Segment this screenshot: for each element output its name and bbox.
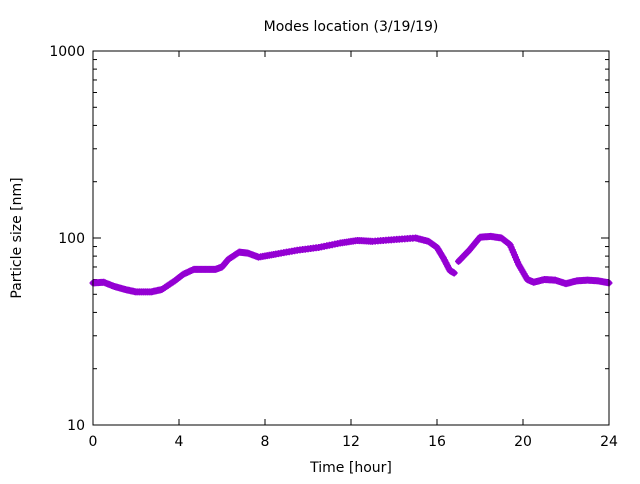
data-series xyxy=(89,232,613,296)
x-axis-label: Time [hour] xyxy=(309,460,392,476)
x-tick-label: 12 xyxy=(342,434,360,450)
series-line xyxy=(90,235,458,295)
data-point xyxy=(450,269,458,277)
y-tick-label: 10 xyxy=(67,418,85,434)
x-tick-label: 4 xyxy=(175,434,184,450)
x-tick-label: 0 xyxy=(89,434,98,450)
x-tick-label: 20 xyxy=(514,434,532,450)
series-line xyxy=(455,233,612,287)
chart-title: Modes location (3/19/19) xyxy=(264,19,439,35)
y-tick-label: 100 xyxy=(58,231,85,247)
x-tick-label: 16 xyxy=(428,434,446,450)
x-tick-label: 24 xyxy=(600,434,618,450)
y-axis-label: Particle size [nm] xyxy=(9,177,25,298)
y-tick-label: 1000 xyxy=(49,44,85,60)
plot-frame xyxy=(92,50,610,426)
x-tick-label: 8 xyxy=(261,434,270,450)
